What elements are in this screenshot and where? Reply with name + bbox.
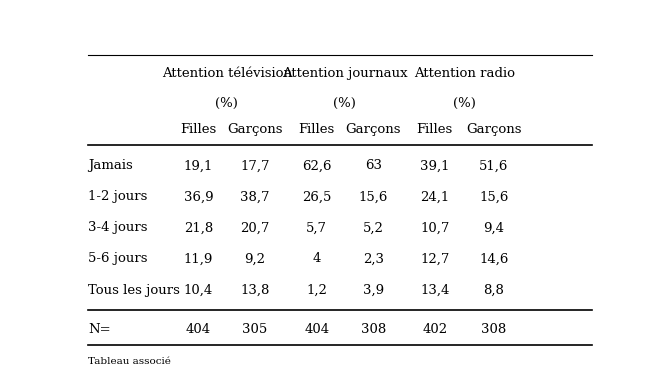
Text: 13,8: 13,8 (240, 283, 270, 296)
Text: 1,2: 1,2 (306, 283, 327, 296)
Text: 26,5: 26,5 (302, 190, 332, 204)
Text: 3-4 jours: 3-4 jours (88, 222, 147, 234)
Text: Attention télévision

(%): Attention télévision (%) (162, 67, 292, 110)
Text: 8,8: 8,8 (483, 283, 505, 296)
Text: Jamais: Jamais (88, 159, 133, 172)
Text: Garçons: Garçons (345, 123, 401, 136)
Text: 9,2: 9,2 (245, 252, 265, 265)
Text: 17,7: 17,7 (240, 159, 270, 172)
Text: Garçons: Garçons (227, 123, 282, 136)
Text: 36,9: 36,9 (184, 190, 213, 204)
Text: Attention journaux

(%): Attention journaux (%) (282, 67, 408, 110)
Text: 11,9: 11,9 (184, 252, 213, 265)
Text: 39,1: 39,1 (420, 159, 450, 172)
Text: Filles: Filles (298, 123, 335, 136)
Text: 24,1: 24,1 (420, 190, 450, 204)
Text: 19,1: 19,1 (184, 159, 213, 172)
Text: 5-6 jours: 5-6 jours (88, 252, 147, 265)
Text: Garçons: Garçons (466, 123, 522, 136)
Text: 9,4: 9,4 (483, 222, 505, 234)
Text: 404: 404 (186, 323, 211, 336)
Text: Filles: Filles (417, 123, 453, 136)
Text: 5,2: 5,2 (363, 222, 384, 234)
Text: 402: 402 (422, 323, 448, 336)
Text: 14,6: 14,6 (479, 252, 509, 265)
Text: 21,8: 21,8 (184, 222, 213, 234)
Text: Tous les jours: Tous les jours (88, 283, 180, 296)
Text: 305: 305 (243, 323, 268, 336)
Text: 308: 308 (481, 323, 507, 336)
Text: 10,4: 10,4 (184, 283, 213, 296)
Text: 12,7: 12,7 (420, 252, 450, 265)
Text: 13,4: 13,4 (420, 283, 450, 296)
Text: 2,3: 2,3 (363, 252, 384, 265)
Text: 4: 4 (312, 252, 321, 265)
Text: 15,6: 15,6 (479, 190, 509, 204)
Text: 15,6: 15,6 (359, 190, 388, 204)
Text: Tableau associé: Tableau associé (88, 356, 171, 366)
Text: N=: N= (88, 323, 111, 336)
Text: 10,7: 10,7 (420, 222, 450, 234)
Text: 3,9: 3,9 (363, 283, 384, 296)
Text: Attention radio

(%): Attention radio (%) (414, 67, 514, 110)
Text: 51,6: 51,6 (479, 159, 509, 172)
Text: 20,7: 20,7 (240, 222, 270, 234)
Text: 63: 63 (365, 159, 382, 172)
Text: 308: 308 (361, 323, 386, 336)
Text: 1-2 jours: 1-2 jours (88, 190, 147, 204)
Text: 5,7: 5,7 (306, 222, 327, 234)
Text: 62,6: 62,6 (302, 159, 332, 172)
Text: 404: 404 (304, 323, 330, 336)
Text: Filles: Filles (180, 123, 217, 136)
Text: 38,7: 38,7 (240, 190, 270, 204)
